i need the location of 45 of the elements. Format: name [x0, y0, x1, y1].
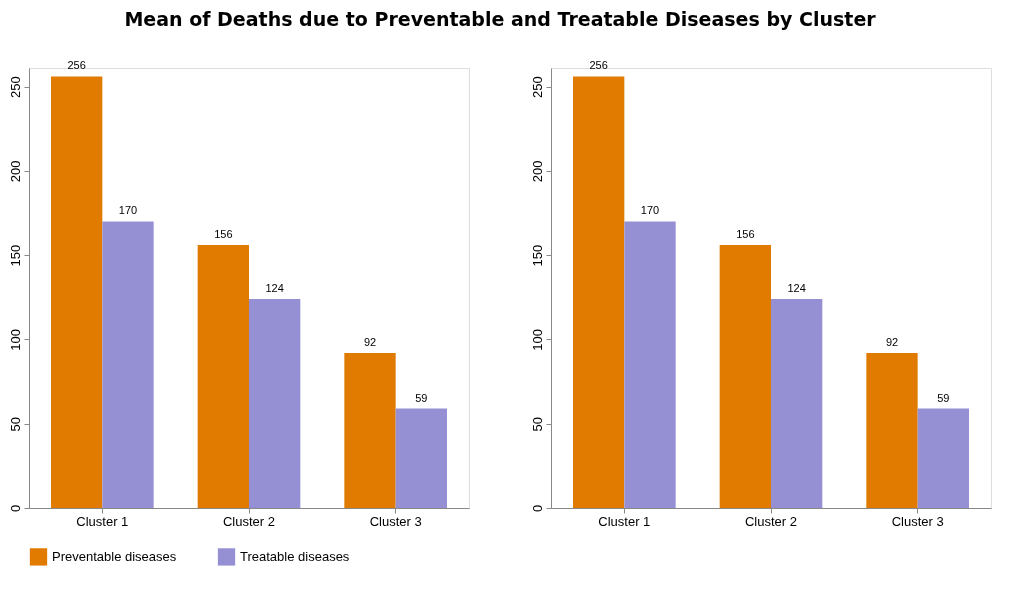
y-tick-label: 250 — [7, 76, 23, 98]
data-label: 156 — [736, 228, 755, 241]
data-label: 59 — [415, 391, 428, 404]
y-tick-label: 200 — [7, 160, 23, 183]
y-tick-label: 50 — [529, 416, 545, 432]
bar — [249, 298, 301, 508]
data-label: 92 — [363, 335, 377, 348]
data-label: 170 — [118, 204, 138, 217]
x-tick-label: Cluster 3 — [891, 513, 944, 529]
legend-label: Preventable diseases — [52, 548, 177, 564]
data-label: 256 — [589, 59, 608, 72]
bar — [573, 76, 625, 508]
y-tick-label: 100 — [529, 329, 545, 351]
data-label: 59 — [937, 391, 950, 404]
x-tick-label: Cluster 1 — [598, 513, 651, 529]
bar — [917, 408, 969, 508]
chart-title: Mean of Deaths due to Preventable and Treatable Diseases by Cluster — [124, 7, 877, 30]
y-tick-label: 50 — [7, 416, 23, 432]
bar — [51, 76, 103, 508]
data-label: 92 — [885, 335, 899, 348]
y-tick-label: 150 — [529, 244, 545, 267]
y-tick-label: 200 — [529, 160, 545, 183]
data-label: 170 — [640, 204, 660, 217]
data-label: 156 — [214, 228, 233, 241]
y-tick-label: 150 — [7, 244, 23, 267]
y-tick-label: 0 — [529, 504, 545, 513]
bar — [771, 298, 823, 508]
bar — [344, 352, 396, 508]
y-tick-label: 0 — [7, 504, 23, 513]
x-tick-label: Cluster 3 — [369, 513, 422, 529]
bar — [719, 245, 771, 508]
bar — [197, 245, 249, 508]
bar — [624, 221, 676, 508]
x-tick-label: Cluster 2 — [744, 513, 798, 529]
bar — [866, 352, 918, 508]
y-tick-label: 100 — [7, 329, 23, 351]
legend-label: Treatable diseases — [240, 548, 350, 564]
data-label: 256 — [67, 59, 86, 72]
y-tick-label: 250 — [529, 76, 545, 98]
data-label: 124 — [265, 281, 284, 294]
x-tick-label: Cluster 1 — [76, 513, 129, 529]
x-tick-label: Cluster 2 — [222, 513, 276, 529]
data-label: 124 — [787, 281, 806, 294]
bar — [102, 221, 154, 508]
bar — [395, 408, 447, 508]
